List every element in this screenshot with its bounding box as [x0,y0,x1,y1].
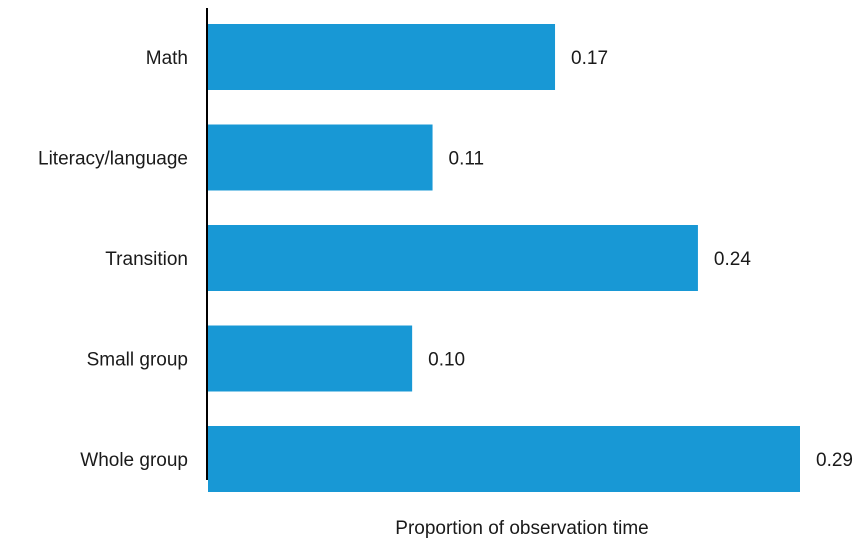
bar-literacy-language [208,124,433,191]
category-label: Literacy/language [38,149,188,170]
value-labels-group: 0.17 0.11 0.24 0.10 0.29 [428,48,853,471]
bar-math [208,24,556,90]
value-label: 0.29 [816,450,853,471]
category-label: Whole group [80,450,188,471]
category-label: Transition [105,249,188,270]
category-labels-group: Math Literacy/language Transition Small gro… [38,48,188,471]
value-label: 0.24 [714,249,751,270]
category-label: Small group [87,350,188,371]
bars-group [208,24,800,492]
bar-transition [208,225,698,291]
bar-whole-group [208,426,800,492]
value-label: 0.17 [571,48,608,69]
bar-small-group [208,325,413,392]
x-axis-title: Proportion of observation time [395,518,648,539]
value-label: 0.11 [449,149,485,170]
category-label: Math [146,48,188,69]
value-label: 0.10 [428,350,465,371]
